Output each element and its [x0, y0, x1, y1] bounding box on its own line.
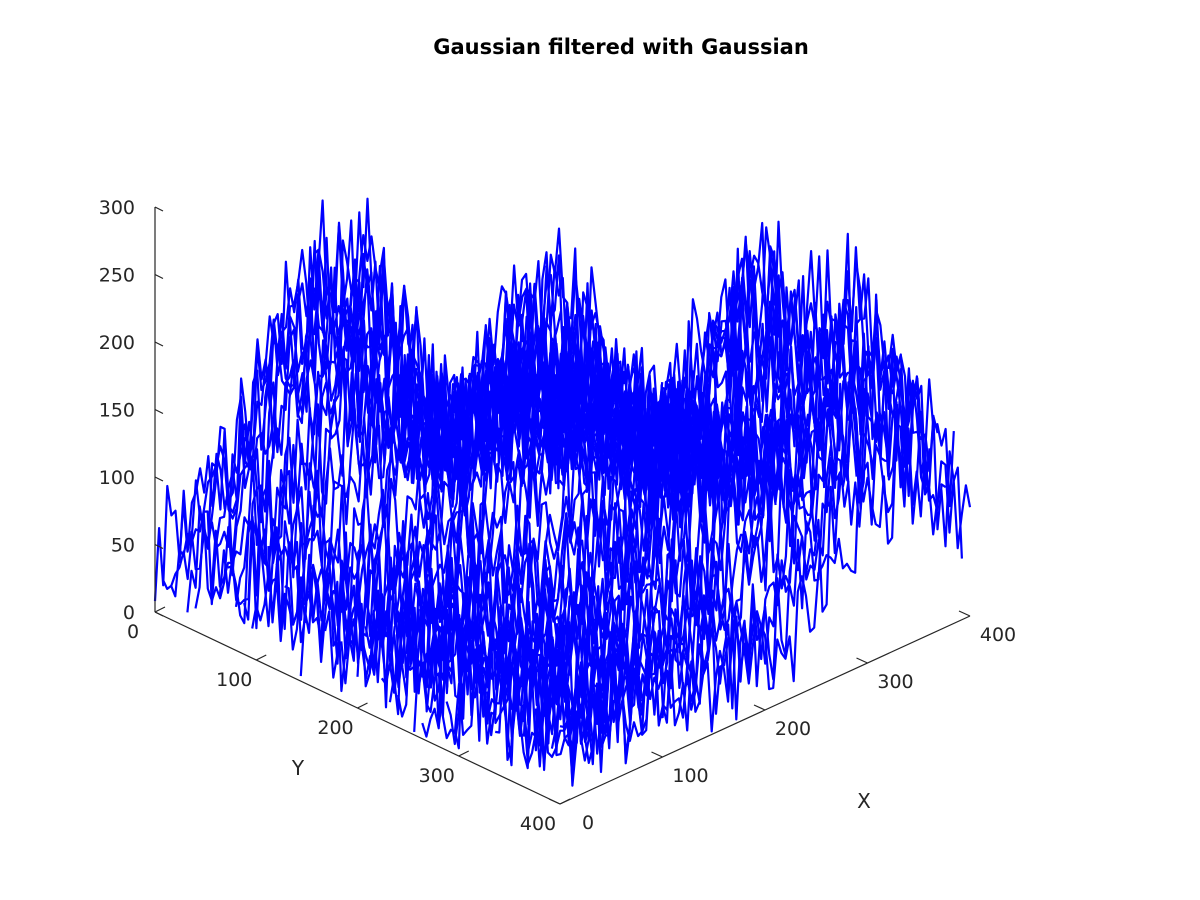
y-tick-label: 0	[127, 621, 139, 643]
x-tick-mark	[958, 610, 971, 617]
z-tick-label: 100	[99, 467, 135, 489]
x-axis-label: X	[857, 789, 871, 813]
z-tick-label: 0	[123, 602, 135, 624]
surface-line	[388, 376, 801, 716]
x-tick-mark	[548, 798, 561, 805]
surface-plot	[153, 197, 972, 787]
y-tick-mark	[255, 654, 267, 661]
z-tick-label: 50	[111, 535, 135, 557]
z-tick-mark	[154, 408, 164, 415]
y-tick-mark	[357, 702, 368, 709]
y-tick-mark	[154, 606, 166, 613]
z-tick-mark	[154, 476, 164, 482]
x-tick-mark	[856, 657, 868, 664]
x-tick-label: 300	[877, 671, 913, 693]
x-tick-label: 200	[775, 718, 811, 740]
chart-title: Gaussian filtered with Gaussian	[433, 35, 809, 59]
z-tick-label: 150	[99, 400, 135, 422]
surface-line	[405, 314, 818, 702]
y-tick-label: 200	[317, 717, 353, 739]
z-tick-mark	[154, 341, 164, 347]
axes-group: 0 50 100 150 200 250 300 0 100 200 300 400 0 100 200 30…	[99, 197, 1016, 835]
z-tick-label: 200	[99, 332, 135, 354]
z-tick-mark	[154, 206, 164, 212]
x-tick-mark	[753, 704, 766, 711]
x-tick-label: 0	[582, 812, 594, 834]
y-axis-label: Y	[291, 756, 305, 780]
y-tick-label: 400	[520, 813, 556, 835]
y-tick-mark	[559, 798, 571, 805]
x-tick-label: 400	[980, 624, 1016, 646]
y-tick-label: 300	[419, 765, 455, 787]
x-tick-label: 100	[672, 765, 708, 787]
z-tick-mark	[154, 611, 164, 617]
y-tick-label: 100	[216, 669, 252, 691]
x-tick-mark	[651, 751, 663, 758]
surface-line	[194, 199, 607, 609]
z-tick-label: 300	[99, 197, 135, 219]
z-tick-mark	[154, 543, 164, 550]
y-tick-mark	[458, 750, 470, 757]
surface-line	[153, 310, 567, 602]
z-tick-label: 250	[99, 265, 135, 287]
z-tick-mark	[154, 273, 164, 280]
